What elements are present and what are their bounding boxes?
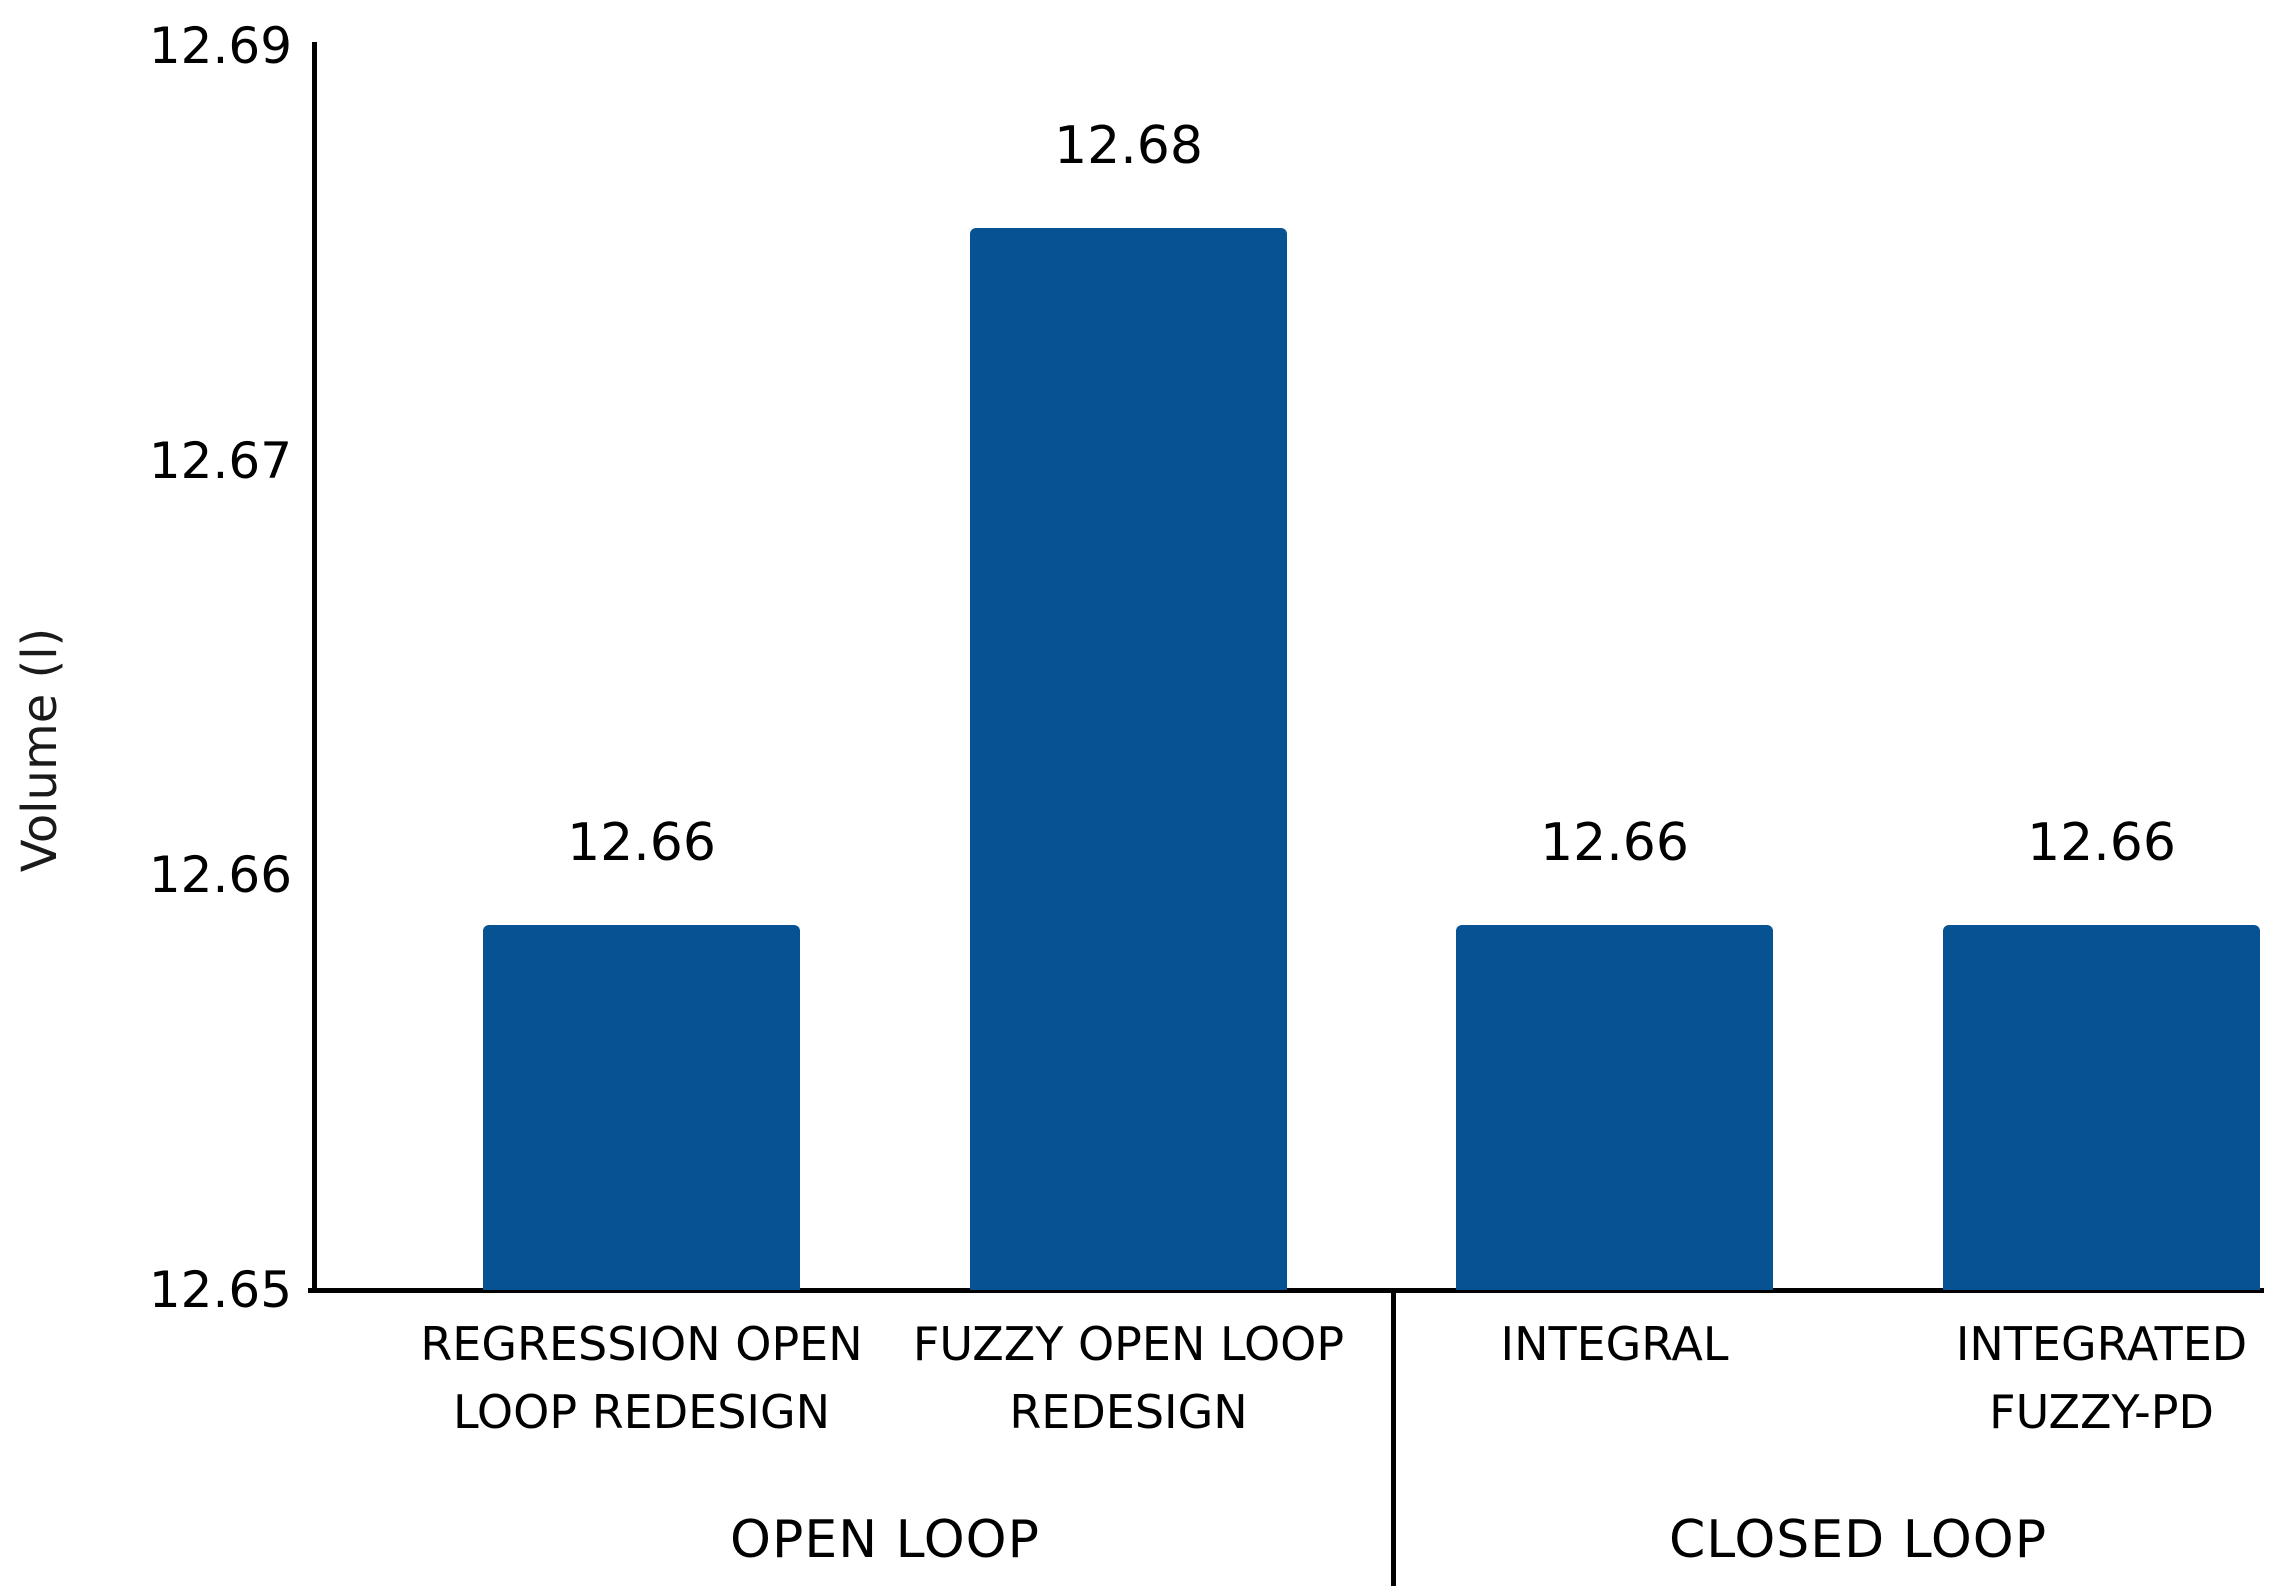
- group-label: OPEN LOOP: [730, 1510, 1040, 1570]
- x-axis-line: [308, 1288, 2264, 1293]
- category-label: REGRESSION OPEN LOOP REDESIGN: [420, 1317, 863, 1439]
- y-axis-line: [312, 42, 317, 1293]
- bar-data-label: 12.66: [567, 813, 716, 874]
- y-tick-label: 12.69: [148, 17, 292, 75]
- group-divider-line: [1391, 1290, 1396, 1586]
- y-tick-label: 12.65: [148, 1261, 292, 1319]
- bar: [970, 228, 1287, 1290]
- category-label: FUZZY OPEN LOOP REDESIGN: [912, 1317, 1345, 1439]
- group-label: CLOSED LOOP: [1668, 1510, 2048, 1570]
- y-tick-label: 12.66: [148, 846, 292, 905]
- bar-data-label: 12.66: [2027, 813, 2176, 874]
- bar: [1943, 925, 2260, 1290]
- y-tick-label: 12.67: [148, 431, 292, 490]
- bar: [483, 925, 800, 1290]
- bar-data-label: 12.68: [1054, 116, 1203, 177]
- bar: [1456, 925, 1773, 1290]
- y-axis-title-text: Volume (l): [12, 627, 68, 873]
- bar-data-label: 12.66: [1540, 813, 1689, 874]
- category-label: INTEGRAL: [1500, 1317, 1729, 1371]
- category-label: INTEGRATED FUZZY-PD: [1955, 1317, 2248, 1439]
